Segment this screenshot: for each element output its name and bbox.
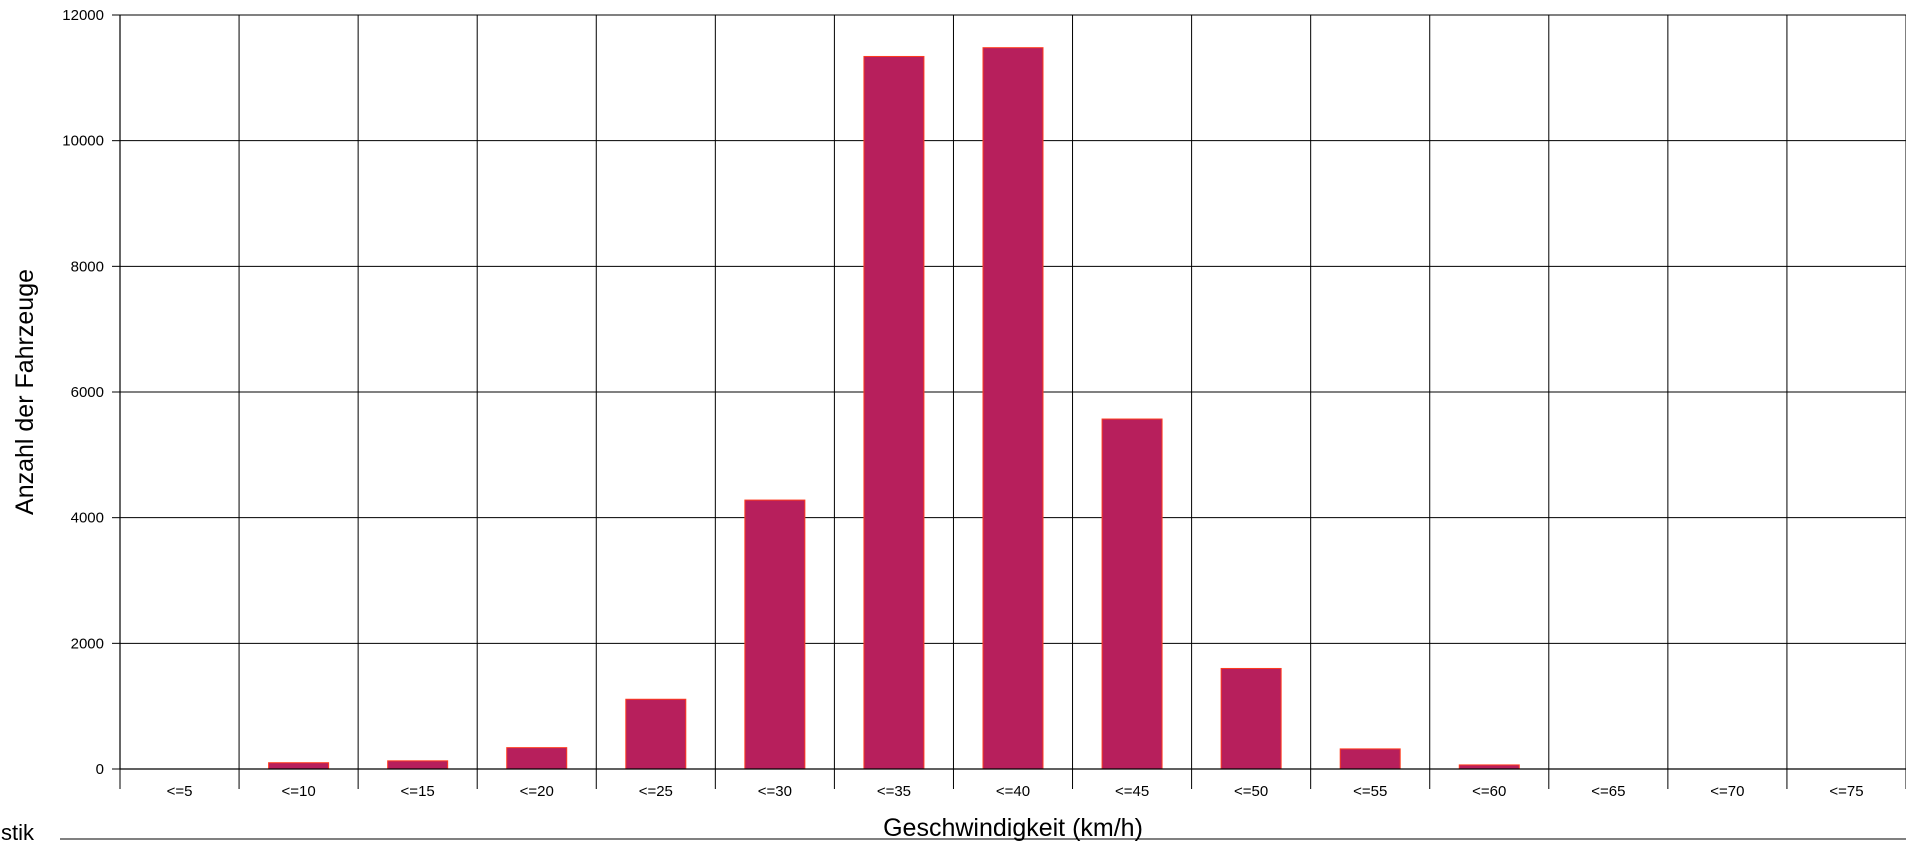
y-tick-label: 4000 bbox=[71, 510, 104, 527]
bar-<=60 bbox=[1458, 764, 1520, 770]
y-axis-label: Anzahl der Fahrzeuge bbox=[11, 269, 39, 515]
bar-<=40 bbox=[982, 47, 1044, 770]
bar-<=25 bbox=[625, 698, 687, 770]
bar-<=15 bbox=[387, 760, 449, 770]
y-axis-ticks: 0 2000 4000 6000 8000 10000 12000 bbox=[62, 7, 120, 778]
x-tick-label: <=30 bbox=[758, 783, 792, 800]
bar-<=45 bbox=[1101, 418, 1163, 770]
bar-<=55 bbox=[1339, 748, 1401, 770]
y-tick-label: 6000 bbox=[71, 384, 104, 401]
bar-<=50 bbox=[1220, 667, 1282, 770]
bar-<=30 bbox=[744, 499, 806, 770]
footer-text-fragment: tistik bbox=[0, 820, 35, 841]
x-tick-label: <=65 bbox=[1591, 783, 1625, 800]
x-tick-label: <=40 bbox=[996, 783, 1030, 800]
x-tick-label: <=35 bbox=[877, 783, 911, 800]
x-tick-label: <=75 bbox=[1829, 783, 1863, 800]
y-tick-label: 0 bbox=[96, 761, 104, 778]
y-tick-label: 8000 bbox=[71, 258, 104, 275]
bar-<=35 bbox=[863, 55, 925, 770]
y-tick-label: 2000 bbox=[71, 635, 104, 652]
x-tick-label: <=5 bbox=[167, 783, 193, 800]
x-axis-label: Geschwindigkeit (km/h) bbox=[883, 814, 1143, 841]
x-axis-ticks: <=5 <=10 <=15 <=20 <=25 <=30 <=35 <=40 <=45 <=50 <… bbox=[119, 769, 1906, 800]
x-tick-label: <=50 bbox=[1234, 783, 1268, 800]
x-tick-label: <=15 bbox=[401, 783, 435, 800]
x-tick-label: <=25 bbox=[639, 783, 673, 800]
x-tick-label: <=45 bbox=[1115, 783, 1149, 800]
x-tick-label: <=70 bbox=[1710, 783, 1744, 800]
x-tick-label: <=60 bbox=[1472, 783, 1506, 800]
y-tick-label: 12000 bbox=[62, 7, 104, 24]
x-tick-label: <=20 bbox=[520, 783, 554, 800]
bar-<=10 bbox=[268, 762, 330, 770]
x-tick-label: <=55 bbox=[1353, 783, 1387, 800]
bar-<=20 bbox=[506, 747, 568, 770]
bar-series bbox=[268, 47, 1520, 770]
x-tick-label: <=10 bbox=[281, 783, 315, 800]
y-tick-label: 10000 bbox=[62, 133, 104, 150]
